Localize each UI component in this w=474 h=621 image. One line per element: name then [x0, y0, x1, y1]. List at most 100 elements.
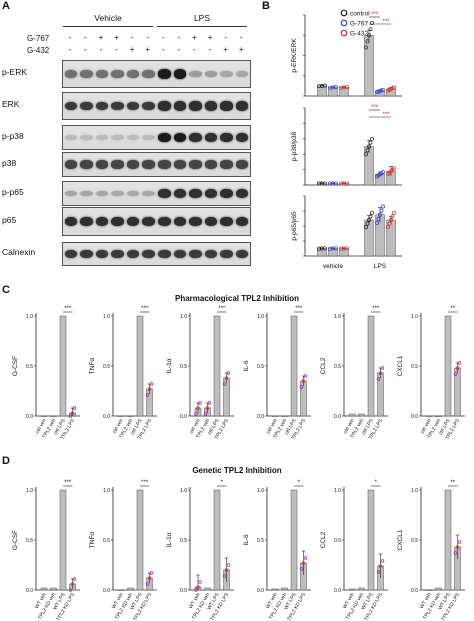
- blot-band: [235, 71, 249, 77]
- blot-band: [158, 69, 171, 79]
- y-axis-label: CCL2: [320, 357, 327, 374]
- data-point: [147, 576, 152, 580]
- data-point: [224, 376, 229, 380]
- data-point: [345, 85, 349, 90]
- blot-band: [158, 132, 171, 143]
- bar: [367, 489, 375, 591]
- data-point: [379, 208, 384, 213]
- blot-band: [204, 160, 218, 169]
- blot-band: [142, 249, 155, 259]
- blot-band: [111, 134, 124, 141]
- blot-band: [220, 216, 233, 227]
- blot-band: [80, 249, 93, 259]
- bar: [59, 489, 67, 591]
- blot-panel: [62, 92, 251, 120]
- bar: [358, 587, 365, 591]
- data-point: [378, 564, 383, 568]
- blot-band: [204, 188, 218, 199]
- section-title-d: Genetic TPL2 Inhibition: [192, 466, 282, 475]
- data-point: [392, 166, 396, 171]
- y-tick-label: 0.0: [180, 414, 187, 420]
- y-tick-label: 0.0: [26, 414, 33, 420]
- blot-band: [204, 132, 218, 143]
- data-point: [367, 33, 371, 38]
- data-point: [453, 372, 458, 376]
- blot-band: [64, 101, 78, 111]
- bar: [367, 315, 375, 417]
- data-point: [72, 577, 77, 581]
- bar: [271, 415, 279, 417]
- data-point: [389, 218, 393, 222]
- data-point: [376, 216, 381, 221]
- blot-band: [80, 70, 93, 78]
- data-point: [224, 568, 229, 572]
- y-tick-label: 0.0: [257, 588, 264, 594]
- blot-panel: [62, 242, 251, 266]
- bar: [435, 587, 442, 591]
- y-axis-label: TNFα: [89, 358, 96, 375]
- data-point: [364, 225, 368, 230]
- treatment-mark: -: [239, 33, 243, 42]
- y-tick-label: 0.5: [334, 364, 341, 370]
- blot-band: [64, 160, 78, 169]
- data-point: [457, 540, 462, 544]
- blot-band: [173, 216, 187, 227]
- y-tick-label: 1.0: [334, 488, 341, 494]
- sig-label: ***: [382, 112, 390, 118]
- data-point: [392, 210, 396, 215]
- data-point: [334, 181, 338, 186]
- panel-letter-a: A: [2, 0, 10, 12]
- panel-letter-b: B: [262, 0, 270, 12]
- legend-label: G-767: [350, 21, 368, 28]
- data-point: [380, 366, 385, 370]
- bar: [281, 587, 288, 591]
- bar: [117, 415, 125, 417]
- y-axis-label: G-CSF: [12, 356, 19, 376]
- blot-band: [173, 160, 187, 169]
- blot-band: [220, 188, 233, 199]
- bar: [358, 413, 365, 417]
- data-point: [378, 371, 383, 375]
- bar: [290, 489, 298, 591]
- group-header-vehicle: Vehicle: [94, 13, 122, 23]
- data-point: [381, 87, 385, 92]
- legend-label: control: [350, 11, 370, 18]
- treatment-mark: -: [84, 33, 87, 42]
- treatment-mark: -: [208, 45, 212, 54]
- sig-label: *: [221, 480, 224, 486]
- treatment-mark: +: [207, 33, 213, 42]
- y-tick-label: 1.0: [180, 314, 187, 320]
- y-tick-label: 1.0: [334, 314, 341, 320]
- data-point: [303, 556, 308, 560]
- data-point: [323, 83, 327, 88]
- blot-band: [142, 70, 155, 78]
- treatment-mark: -: [115, 45, 118, 54]
- blot-band: [173, 101, 187, 111]
- blot-band: [235, 188, 249, 199]
- sig-label: ***: [371, 105, 379, 111]
- data-point: [303, 374, 308, 378]
- blot-panel: [62, 125, 251, 150]
- bar: [444, 315, 452, 417]
- y-tick-label: 1.0: [103, 488, 110, 494]
- data-point: [299, 567, 304, 571]
- blot-band: [158, 249, 171, 259]
- y-axis-label: IL-6: [243, 534, 250, 546]
- blot-band: [126, 160, 140, 169]
- sig-label: ***: [218, 306, 226, 312]
- treatment-mark: +: [98, 33, 104, 42]
- y-axis-label: CXCL1: [397, 355, 404, 376]
- blot-band: [189, 188, 202, 199]
- blot-band: [235, 249, 249, 259]
- bar: [348, 588, 356, 591]
- bar: [435, 415, 442, 417]
- data-point: [375, 221, 379, 225]
- sig-label: ***: [141, 306, 149, 312]
- y-axis-label: TNFα: [89, 532, 96, 549]
- y-tick-label: 1.0: [103, 314, 110, 320]
- data-point: [368, 27, 373, 32]
- blot-band: [126, 249, 140, 259]
- y-tick-label: 0.0: [411, 588, 418, 594]
- blot-band: [64, 216, 78, 227]
